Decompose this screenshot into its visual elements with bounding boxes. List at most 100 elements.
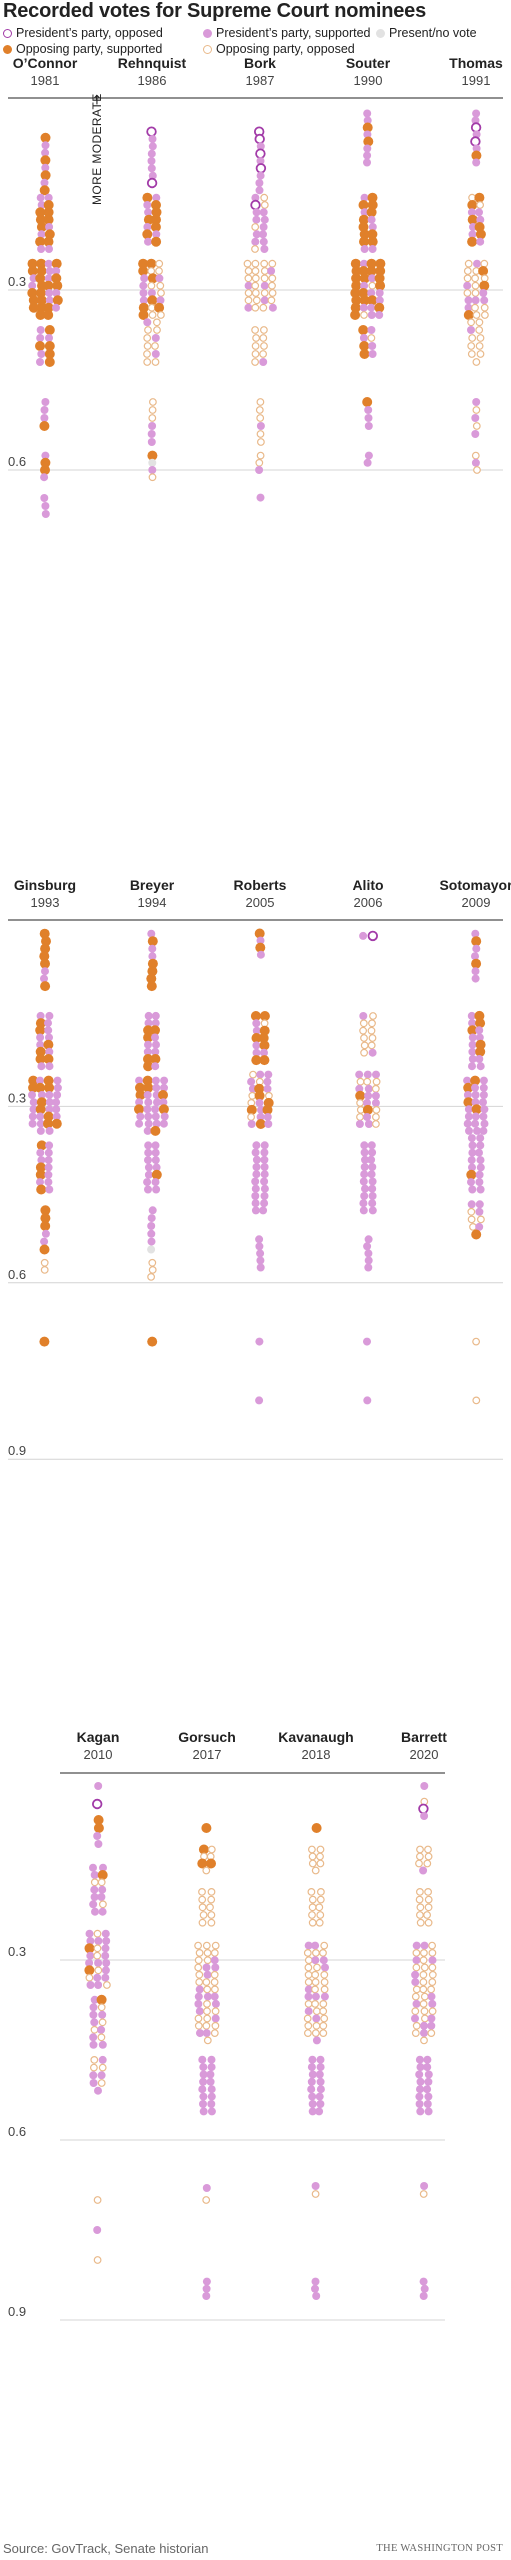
vote-dot-pres-supported [361, 1184, 369, 1193]
vote-dot-pres-supported [44, 1019, 52, 1028]
vote-dot-pres-supported [202, 1963, 211, 1972]
vote-dot-opp-opposed [360, 1034, 368, 1042]
vote-dot-pres-supported [147, 1222, 156, 1230]
vote-dot-opp-opposed [303, 1948, 312, 1957]
vote-dot-opp-opposed [360, 1041, 369, 1050]
vote-dot-opp-supported [28, 302, 39, 313]
vote-dot-opp-opposed [471, 289, 480, 297]
legend-item-pres-supported: President’s party, supported [203, 26, 371, 41]
vote-dot-pres-supported [143, 318, 152, 327]
nominee-name: O’Connor [13, 55, 78, 71]
vote-dot-opp-supported [35, 214, 46, 225]
vote-dot-opp-opposed [312, 1948, 320, 1957]
vote-dot-opp-supported [36, 258, 47, 269]
vote-dot-opp-opposed [308, 1859, 317, 1868]
vote-dot-opp-opposed [304, 1978, 313, 1986]
vote-dot-opp-opposed [203, 2014, 212, 2023]
legend-label: Present/no vote [389, 26, 477, 40]
vote-dot-opp-opposed [202, 1866, 211, 1875]
vote-dot-opp-opposed [198, 1887, 206, 1896]
vote-dot-pres-supported [211, 1963, 220, 1972]
vote-dot-pres-supported [355, 1070, 364, 1079]
vote-dot-opp-opposed [311, 1999, 320, 2008]
vote-dot-pres-supported [45, 267, 54, 275]
vote-dot-pres-supported [476, 1141, 485, 1150]
vote-dot-pres-supported [475, 1055, 484, 1063]
vote-dot-pres-supported [364, 1235, 373, 1244]
vote-dot-opp-supported [246, 1104, 257, 1115]
vote-dot-pres-supported [147, 289, 156, 297]
vote-dot-pres-supported [465, 1126, 473, 1135]
vote-dot-pres-supported [259, 230, 267, 239]
vote-dot-opp-opposed [194, 2021, 203, 2030]
vote-dot-opp-opposed [210, 2029, 219, 2037]
vote-dot-pres-supported [375, 289, 384, 297]
vote-dot-pres-supported [199, 2100, 207, 2108]
vote-dot-opp-supported [52, 295, 63, 306]
vote-dot-pres-supported [424, 2107, 433, 2116]
vote-dot-opp-opposed [155, 259, 164, 268]
vote-dot-pres-supported [86, 1937, 95, 1945]
vote-dot-pres-supported [199, 2107, 208, 2116]
vote-dot-pres-supported [367, 289, 376, 297]
vote-dot-pres-supported [148, 952, 157, 961]
vote-dot-pres-supported [368, 342, 377, 350]
vote-dot-pres-supported [468, 1055, 477, 1063]
vote-dot-pres-supported [97, 1893, 106, 1901]
legend: President’s party, opposed President’s pa… [3, 26, 508, 58]
vote-dot-pres-supported [479, 1126, 488, 1135]
tick-label: 0.9 [8, 2304, 26, 2319]
vote-dot-opp-supported [147, 958, 158, 969]
vote-dot-opp-opposed [93, 1951, 102, 1960]
vote-dot-opp-opposed [268, 259, 277, 268]
vote-dot-pres-supported [363, 458, 372, 467]
vote-dot-pres-supported [148, 142, 157, 151]
vote-dot-opp-opposed [203, 2007, 211, 2016]
vote-dot-opp-opposed [359, 1019, 368, 1028]
vote-dot-pres-supported [251, 1199, 260, 1208]
vote-dot-pres-supported [144, 1163, 153, 1172]
vote-dot-opp-opposed [471, 281, 480, 290]
vote-dot-pres-supported [364, 1263, 373, 1272]
vote-dot-pres-supported [151, 1033, 159, 1042]
vote-dot-pres-supported [475, 1033, 484, 1042]
vote-dot-pres-supported [152, 1083, 161, 1092]
vote-dot-pres-supported [44, 1163, 53, 1172]
vote-dot-pres-supported [360, 1163, 369, 1171]
vote-dot-pres-supported [151, 1011, 160, 1020]
vote-dot-opp-opposed [303, 2014, 312, 2023]
vote-dot-opp-supported [28, 295, 39, 306]
vote-dot-pres-supported [364, 414, 373, 422]
vote-dot-pres-supported [159, 1098, 168, 1107]
vote-dot-opp-opposed [194, 1941, 203, 1950]
vote-dot-opp-opposed [411, 2007, 420, 2016]
vote-dot-pres-supported [308, 2055, 317, 2064]
vote-dot-pres-supported [307, 2085, 316, 2094]
tick-label: 0.6 [8, 454, 26, 469]
vote-dot-pres-supported [363, 158, 371, 167]
vote-dot-opp-supported [467, 236, 478, 247]
vote-dot-pres-supported [52, 1112, 61, 1121]
vote-dot-opp-opposed [206, 1903, 214, 1912]
vote-dot-opp-opposed [307, 1887, 316, 1896]
vote-dot-pres-supported [264, 1120, 273, 1128]
vote-dot-pres-supported [147, 929, 156, 938]
vote-dot-pres-supported [45, 1105, 54, 1114]
vote-dot-pres-opposed [367, 930, 379, 942]
vote-dot-pres-supported [90, 1885, 99, 1894]
vote-dot-pres-supported [143, 1091, 152, 1099]
vote-dot-pres-supported [29, 1098, 38, 1107]
vote-dot-opp-opposed [247, 1113, 256, 1121]
vote-dot-pres-supported [475, 208, 483, 217]
nominee-name: Ginsburg [14, 877, 76, 893]
vote-dot-opp-opposed [423, 1859, 432, 1868]
vote-dot-pres-supported [101, 1973, 110, 1982]
vote-dot-opp-supported [474, 1010, 485, 1021]
vote-dot-pres-supported [144, 1040, 152, 1049]
vote-dot-opp-supported [135, 1082, 145, 1093]
vote-dot-pres-supported [473, 1126, 481, 1135]
vote-dot-pres-supported [304, 1941, 313, 1950]
vote-dot-pres-supported [259, 358, 268, 366]
vote-dot-pres-supported [86, 1951, 95, 1960]
vote-dot-opp-opposed [211, 1941, 220, 1950]
